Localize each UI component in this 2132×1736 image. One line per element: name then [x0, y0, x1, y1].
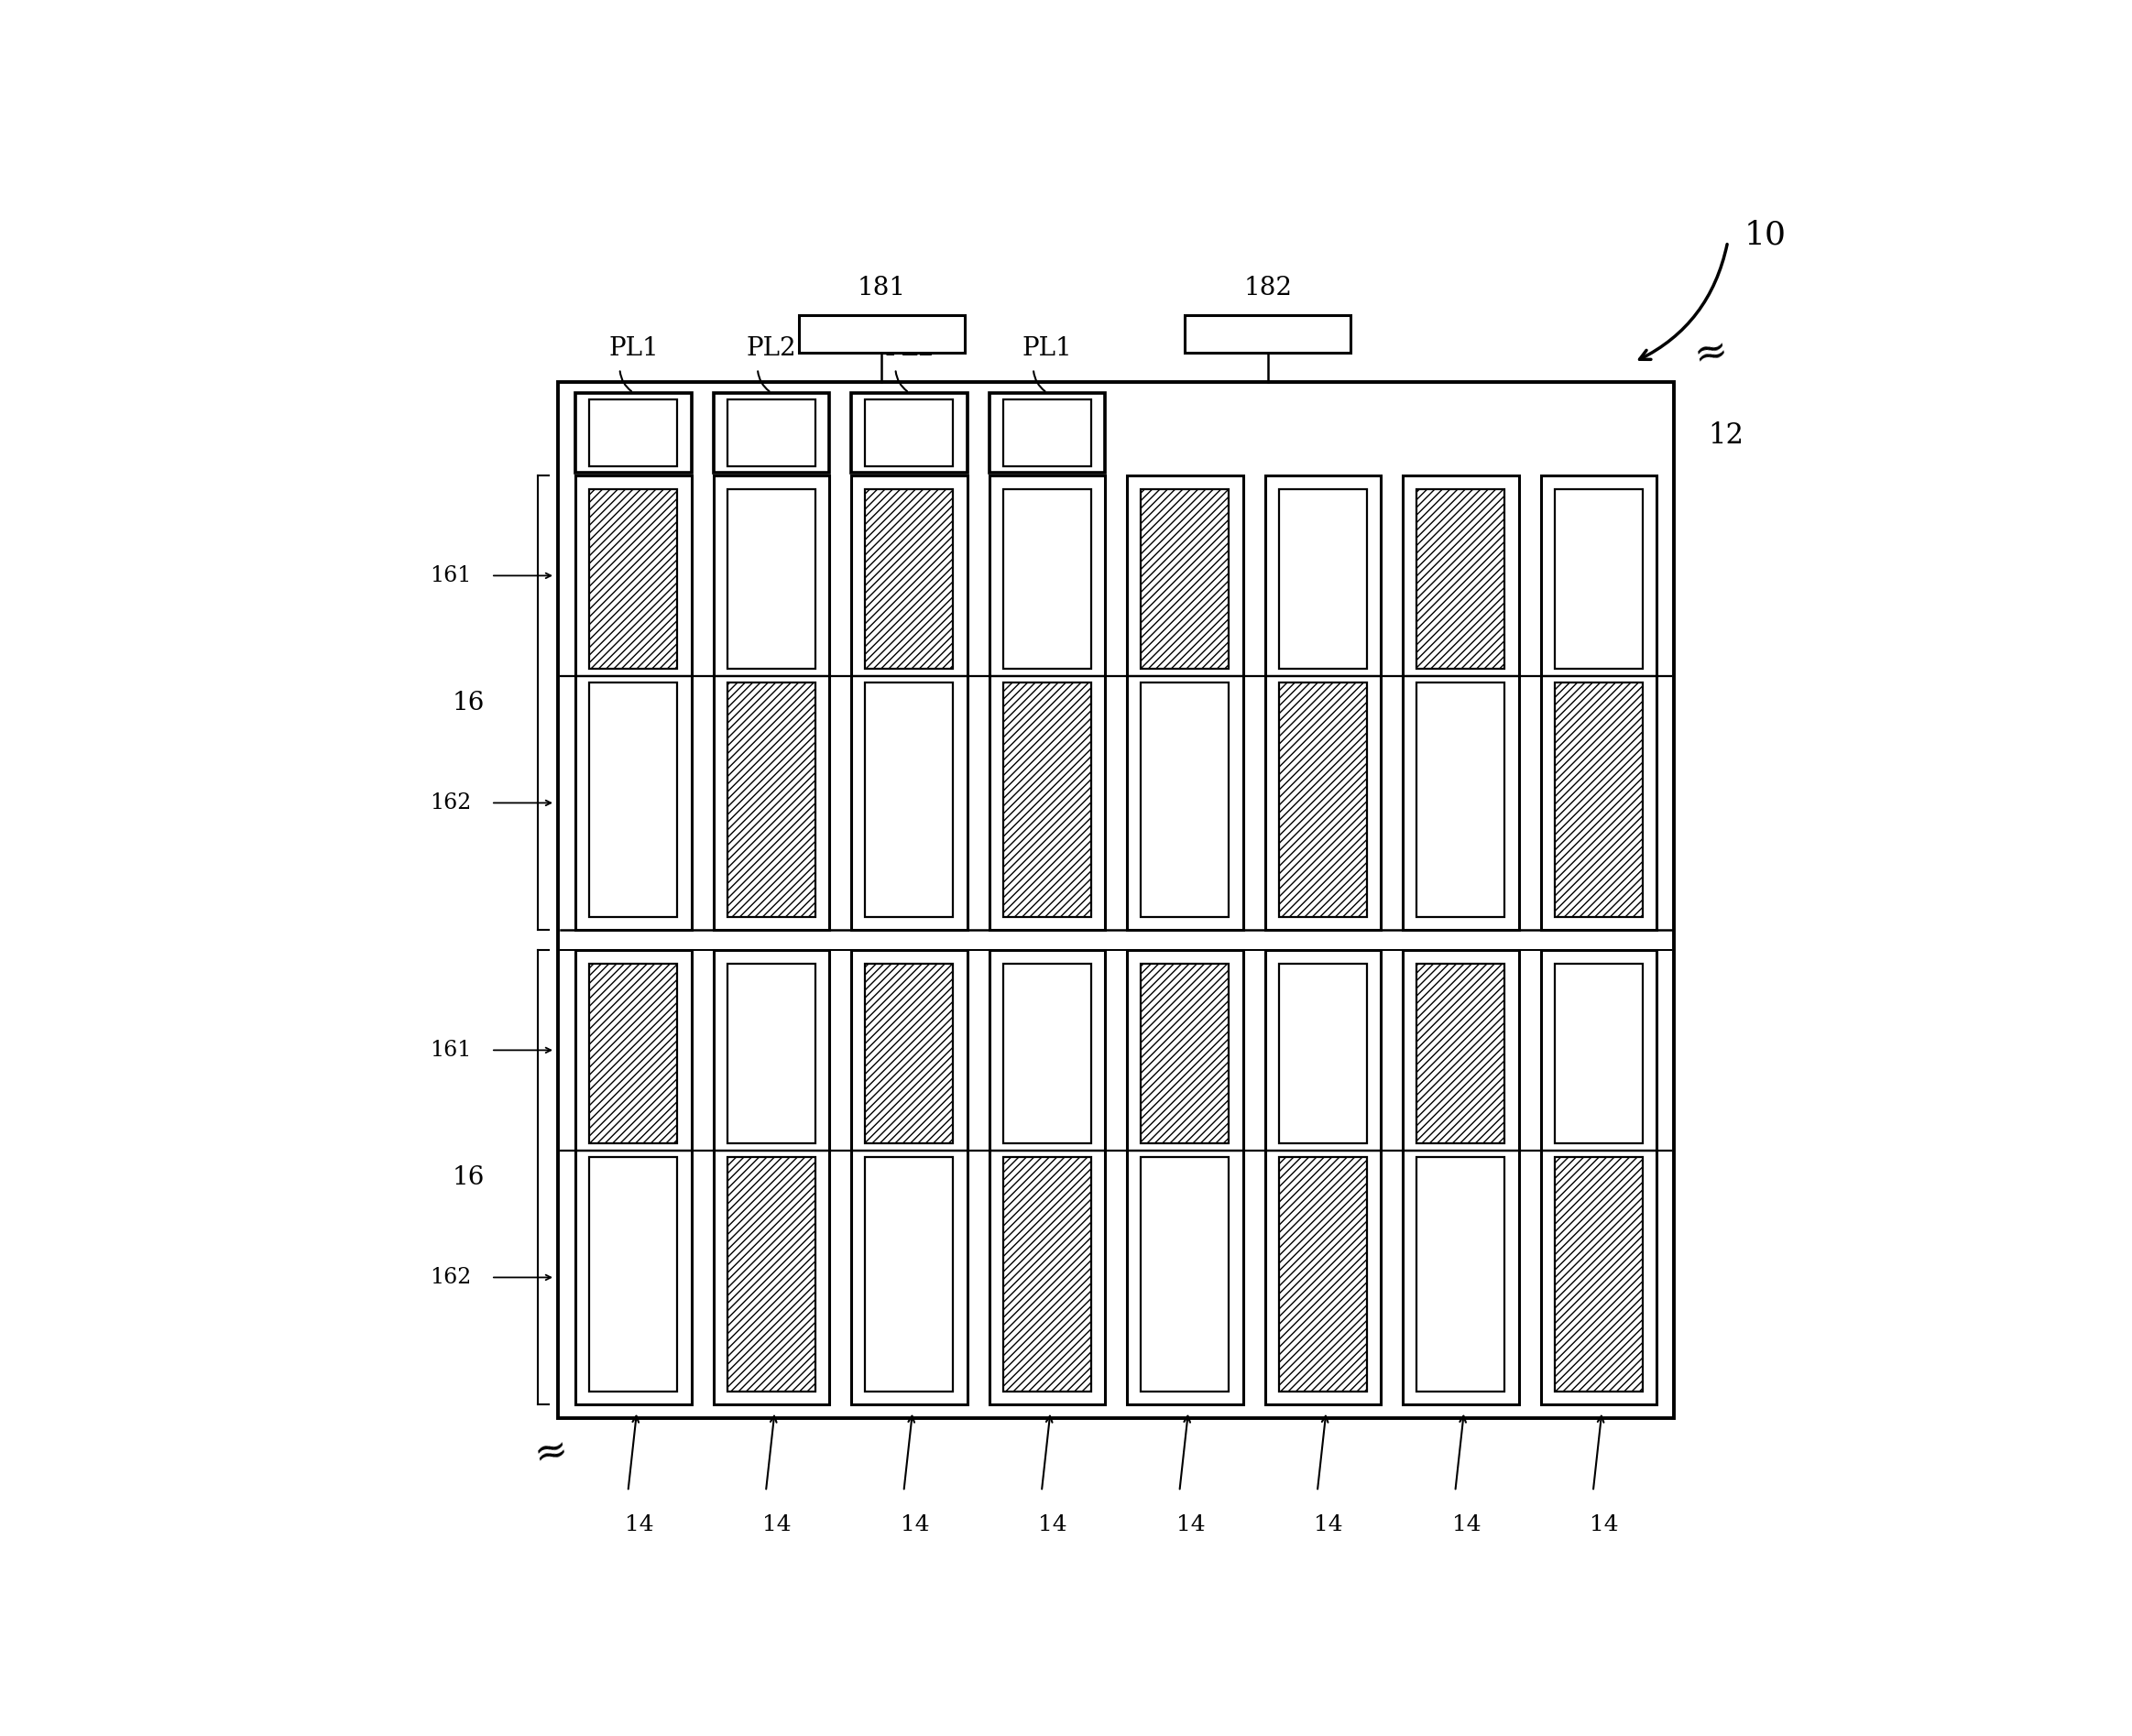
Text: 162: 162: [1032, 694, 1064, 712]
Bar: [1185, 316, 1350, 352]
Bar: [866, 682, 953, 917]
Bar: [1141, 1156, 1228, 1391]
Text: 14: 14: [1452, 1514, 1482, 1536]
Bar: [851, 476, 968, 930]
Bar: [1264, 950, 1382, 1404]
Text: 161: 161: [429, 566, 471, 587]
Text: 181: 181: [857, 276, 906, 300]
Text: 162: 162: [429, 792, 471, 814]
Bar: [714, 392, 829, 472]
Bar: [989, 476, 1104, 930]
Bar: [851, 392, 968, 472]
Bar: [714, 476, 829, 930]
Text: PL2: PL2: [746, 337, 797, 361]
Bar: [1004, 1156, 1092, 1391]
Text: 14: 14: [763, 1514, 791, 1536]
Bar: [1004, 963, 1092, 1144]
Bar: [866, 963, 953, 1144]
Text: PL1: PL1: [608, 337, 659, 361]
Bar: [1141, 490, 1228, 668]
Bar: [989, 392, 1104, 472]
Text: ≈: ≈: [1691, 330, 1731, 375]
Bar: [1554, 490, 1642, 668]
Bar: [714, 950, 829, 1404]
Bar: [1004, 399, 1092, 467]
Bar: [1541, 950, 1657, 1404]
Bar: [727, 682, 814, 917]
Bar: [1128, 950, 1243, 1404]
Bar: [1403, 950, 1518, 1404]
Bar: [800, 316, 964, 352]
Bar: [866, 1156, 953, 1391]
Text: 162: 162: [755, 1170, 787, 1186]
Text: 161: 161: [1168, 694, 1200, 712]
Bar: [1554, 682, 1642, 917]
Text: 14: 14: [1177, 1514, 1205, 1536]
Text: 12: 12: [1708, 422, 1744, 450]
Bar: [576, 476, 691, 930]
Text: 161: 161: [893, 694, 925, 712]
Bar: [1416, 490, 1505, 668]
Bar: [591, 963, 678, 1144]
Bar: [1141, 963, 1228, 1144]
Bar: [1403, 476, 1518, 930]
Text: 162: 162: [1307, 694, 1339, 712]
Bar: [727, 963, 814, 1144]
Text: 161: 161: [618, 694, 650, 712]
Bar: [1141, 682, 1228, 917]
Text: 14: 14: [1038, 1514, 1068, 1536]
Text: 161: 161: [1445, 1170, 1477, 1186]
Text: 162: 162: [1582, 694, 1614, 712]
Bar: [1279, 490, 1367, 668]
Bar: [1004, 490, 1092, 668]
Text: 10: 10: [1744, 219, 1787, 250]
Bar: [727, 1156, 814, 1391]
Bar: [1554, 963, 1642, 1144]
Text: 161: 161: [893, 1170, 925, 1186]
Bar: [1004, 682, 1092, 917]
Text: 161: 161: [618, 1170, 650, 1186]
Bar: [1416, 682, 1505, 917]
Text: 14: 14: [900, 1514, 930, 1536]
Text: 182: 182: [1243, 276, 1292, 300]
Text: 16: 16: [452, 1165, 484, 1189]
Text: 162: 162: [755, 694, 787, 712]
Bar: [591, 682, 678, 917]
Text: 162: 162: [429, 1267, 471, 1288]
Text: 14: 14: [625, 1514, 655, 1536]
Bar: [576, 950, 691, 1404]
Text: 162: 162: [1032, 1170, 1064, 1186]
Text: 14: 14: [1313, 1514, 1343, 1536]
Bar: [1128, 476, 1243, 930]
Bar: [1279, 1156, 1367, 1391]
Text: 162: 162: [1307, 1170, 1339, 1186]
Bar: [727, 399, 814, 467]
Text: 16: 16: [452, 691, 484, 715]
Bar: [1279, 963, 1367, 1144]
Bar: [1279, 682, 1367, 917]
Bar: [851, 950, 968, 1404]
Text: PL1: PL1: [1021, 337, 1072, 361]
Bar: [727, 490, 814, 668]
Bar: [866, 399, 953, 467]
Text: 161: 161: [429, 1040, 471, 1061]
Bar: [576, 392, 691, 472]
Bar: [1416, 1156, 1505, 1391]
Bar: [1264, 476, 1382, 930]
Bar: [591, 399, 678, 467]
Bar: [1554, 1156, 1642, 1391]
Bar: [591, 1156, 678, 1391]
Text: PL2: PL2: [885, 337, 934, 361]
Text: 161: 161: [1445, 694, 1477, 712]
Bar: [1416, 963, 1505, 1144]
Bar: [591, 490, 678, 668]
Text: 14: 14: [1590, 1514, 1618, 1536]
Bar: [866, 490, 953, 668]
Text: 162: 162: [1582, 1170, 1614, 1186]
Bar: [989, 950, 1104, 1404]
Bar: [1541, 476, 1657, 930]
Text: 161: 161: [1168, 1170, 1200, 1186]
Bar: [559, 382, 1674, 1418]
Text: ≈: ≈: [531, 1429, 571, 1474]
